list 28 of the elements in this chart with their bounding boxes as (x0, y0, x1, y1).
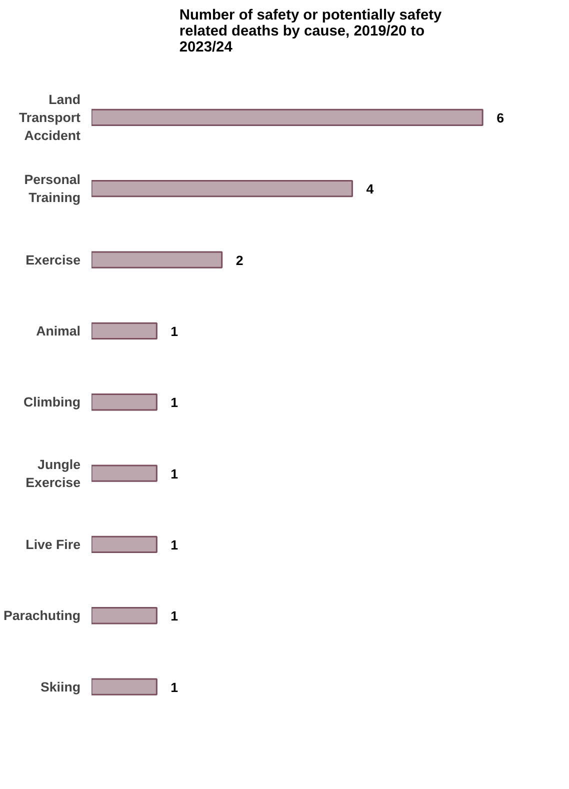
bar (92, 180, 353, 198)
data-label: 1 (170, 608, 179, 624)
y-tick-label: Parachuting (3, 608, 81, 624)
data-label: 4 (366, 182, 374, 197)
bar (92, 394, 158, 411)
data-label: 2 (236, 252, 244, 268)
y-tick-label: Skiing (40, 679, 81, 694)
bar (92, 464, 158, 482)
y-tick-label: Climbing (23, 394, 81, 410)
data-label: 1 (170, 466, 179, 482)
bar (92, 108, 484, 126)
data-label: 1 (170, 537, 179, 552)
chart-title: Number of safety or potentially safety related deaths by cause, 2019/20 to 2023/24 (179, 8, 442, 56)
bar (92, 536, 158, 554)
bar (92, 251, 223, 268)
data-label: 1 (170, 395, 179, 410)
bar (92, 678, 158, 696)
y-tick-label: Personal Training (24, 172, 81, 206)
y-tick-label: Live Fire (26, 536, 81, 552)
data-label: 6 (496, 110, 504, 126)
bar (92, 322, 158, 340)
y-tick-label: Land Transport Accident (19, 92, 82, 143)
data-label: 1 (170, 680, 179, 695)
data-label: 1 (170, 324, 179, 339)
bar (92, 607, 158, 624)
y-tick-label: Jungle Exercise (26, 456, 80, 490)
y-tick-label: Animal (36, 323, 80, 338)
y-tick-label: Exercise (26, 252, 80, 268)
